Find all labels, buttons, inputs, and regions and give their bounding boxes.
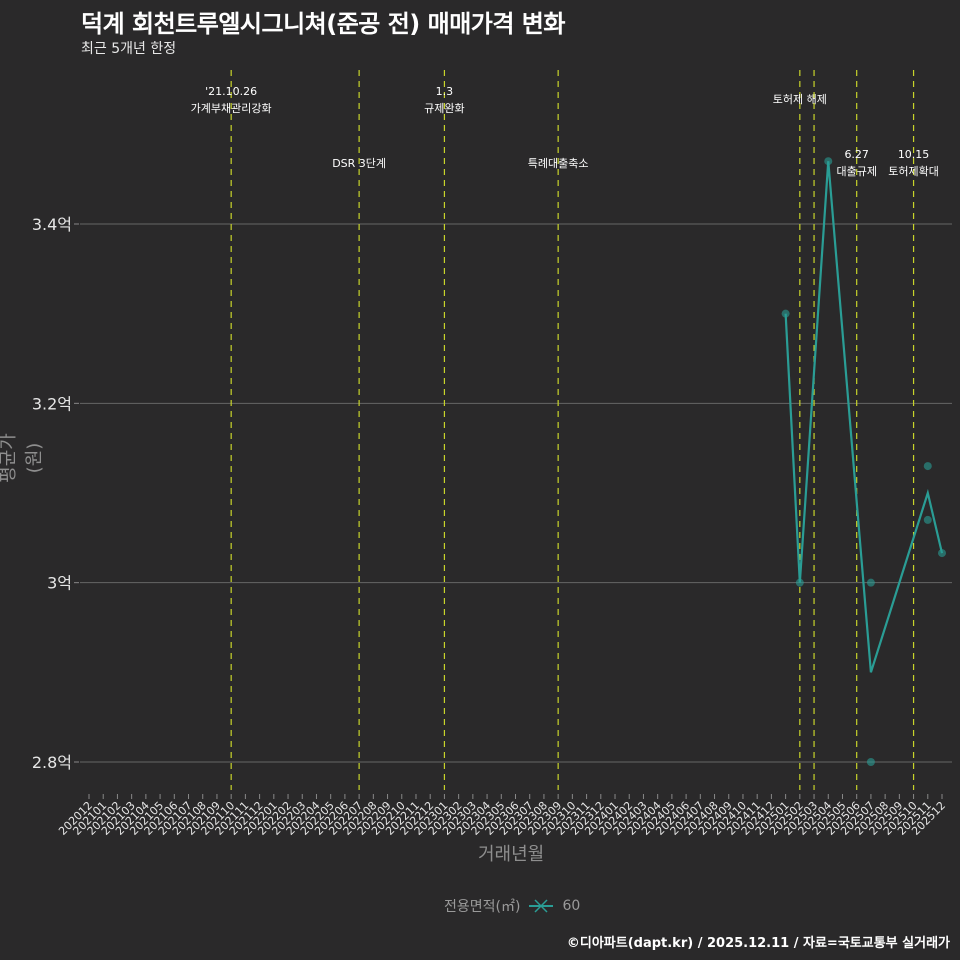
y-axis: 2.8억 3억 3.2억 3.4억 [32, 215, 79, 772]
data-point [866, 758, 875, 766]
legend-item-60: 60 [562, 898, 581, 914]
event-label: 가계부채관리강화 [191, 102, 272, 115]
event-label: '21.10.26 [205, 85, 257, 98]
x-axis-label: 거래년월 [478, 844, 545, 865]
data-point [938, 549, 946, 558]
grid-lines [80, 223, 952, 763]
chart-subtitle: 최근 5개년 한정 [81, 41, 177, 57]
y-tick-label: 3.4억 [32, 215, 72, 234]
source-caption: ©디아파트(dapt.kr) / 2025.12.11 / 자료=국토교통부 실… [566, 936, 950, 951]
event-label: DSR 3단계 [332, 157, 386, 170]
event-label: 토허제 해제 [773, 92, 827, 106]
y-axis-label: 평균가(원) [0, 433, 45, 483]
chart-title: 덕계 회천트루엘시그니쳐(준공 전) 매매가격 변화 [81, 10, 565, 38]
event-label: 대출규제 [836, 165, 876, 178]
event-label: 1.3 [436, 85, 454, 98]
data-point [923, 515, 932, 524]
data-point [781, 309, 790, 318]
y-tick-label: 2.8억 [32, 753, 72, 772]
event-label: 특례대출축소 [528, 157, 589, 170]
event-label: 10.15 [898, 148, 930, 161]
event-label: 6.27 [844, 148, 869, 161]
data-point [923, 462, 932, 471]
y-tick-label: 3억 [47, 574, 72, 593]
data-point [824, 157, 833, 166]
x-axis: 2020122021012021022021032021042021052021… [56, 794, 948, 838]
legend: 전용면적(㎡) 60 [444, 896, 580, 916]
series-line [784, 161, 944, 673]
event-label: 규제완화 [424, 102, 464, 115]
series-60 [781, 157, 946, 766]
data-point [866, 578, 875, 587]
event-label: 토허제확대 [888, 165, 939, 178]
y-tick-label: 3.2억 [32, 394, 72, 413]
data-point [795, 578, 804, 587]
legend-title: 전용면적(㎡) [444, 899, 521, 915]
legend-line-icon [529, 899, 554, 913]
